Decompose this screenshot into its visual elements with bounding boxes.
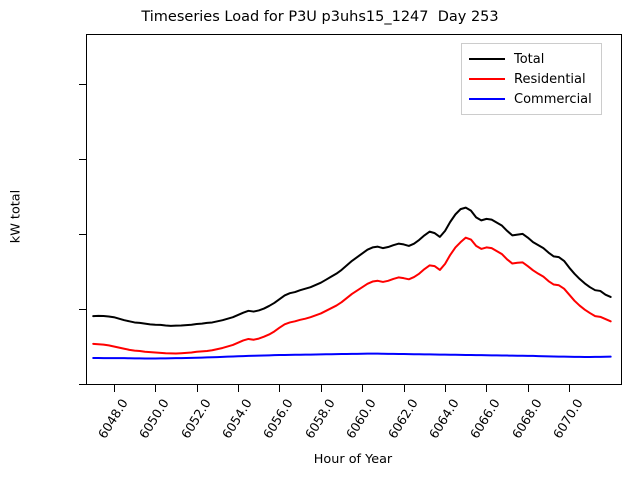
x-tick-label: 6070.0 <box>550 396 586 442</box>
y-axis-label: kW total <box>8 189 24 244</box>
legend-label: Residential <box>514 71 586 87</box>
x-tick-label: 6054.0 <box>218 396 255 442</box>
legend-swatch-residential <box>469 78 505 80</box>
legend-entry: Commercial <box>469 89 592 109</box>
page-title: Timeseries Load for P3U p3uhs15_1247 Day… <box>141 9 499 25</box>
x-tick-mark <box>403 385 405 392</box>
legend-swatch-total <box>469 58 505 60</box>
x-tick-mark <box>238 385 240 392</box>
legend-entry: Residential <box>469 69 592 89</box>
x-tick-label: 6066.0 <box>467 396 504 442</box>
series-lines <box>92 206 612 360</box>
x-tick-label: 6058.0 <box>301 396 338 442</box>
x-tick-mark <box>320 385 322 392</box>
y-tick-mark <box>79 233 86 235</box>
y-tick-mark <box>79 83 86 85</box>
x-axis-label: Hour of Year <box>313 452 393 467</box>
legend: Total Residential Commercial <box>461 43 602 115</box>
plot-area <box>86 34 622 385</box>
legend-label: Total <box>514 51 545 67</box>
legend-label: Commercial <box>514 91 592 107</box>
series-line-total <box>92 206 612 327</box>
legend-entry: Total <box>469 49 592 69</box>
x-tick-mark <box>362 385 364 392</box>
x-tick-mark <box>486 385 488 392</box>
x-tick-mark <box>569 385 571 392</box>
x-tick-mark <box>196 385 198 392</box>
x-tick-label: 6050.0 <box>136 396 173 442</box>
x-tick-label: 6068.0 <box>508 396 545 442</box>
series-line-residential <box>92 236 612 355</box>
y-tick-mark <box>79 308 86 310</box>
x-tick-mark <box>113 385 115 392</box>
x-tick-mark <box>279 385 281 392</box>
x-tick-label: 6052.0 <box>177 396 214 442</box>
x-tick-label: 6056.0 <box>260 396 297 442</box>
x-tick-label: 6060.0 <box>343 396 379 442</box>
y-tick-mark <box>79 384 86 385</box>
x-tick-label: 6064.0 <box>425 396 462 442</box>
x-tick-mark <box>155 385 157 392</box>
x-tick-mark <box>527 385 529 392</box>
y-tick-mark <box>79 158 86 160</box>
series-line-commercial <box>92 352 612 360</box>
x-tick-label: 6048.0 <box>94 396 131 442</box>
legend-swatch-commercial <box>469 98 505 100</box>
x-tick-mark <box>445 385 447 392</box>
x-tick-label: 6062.0 <box>384 396 421 442</box>
